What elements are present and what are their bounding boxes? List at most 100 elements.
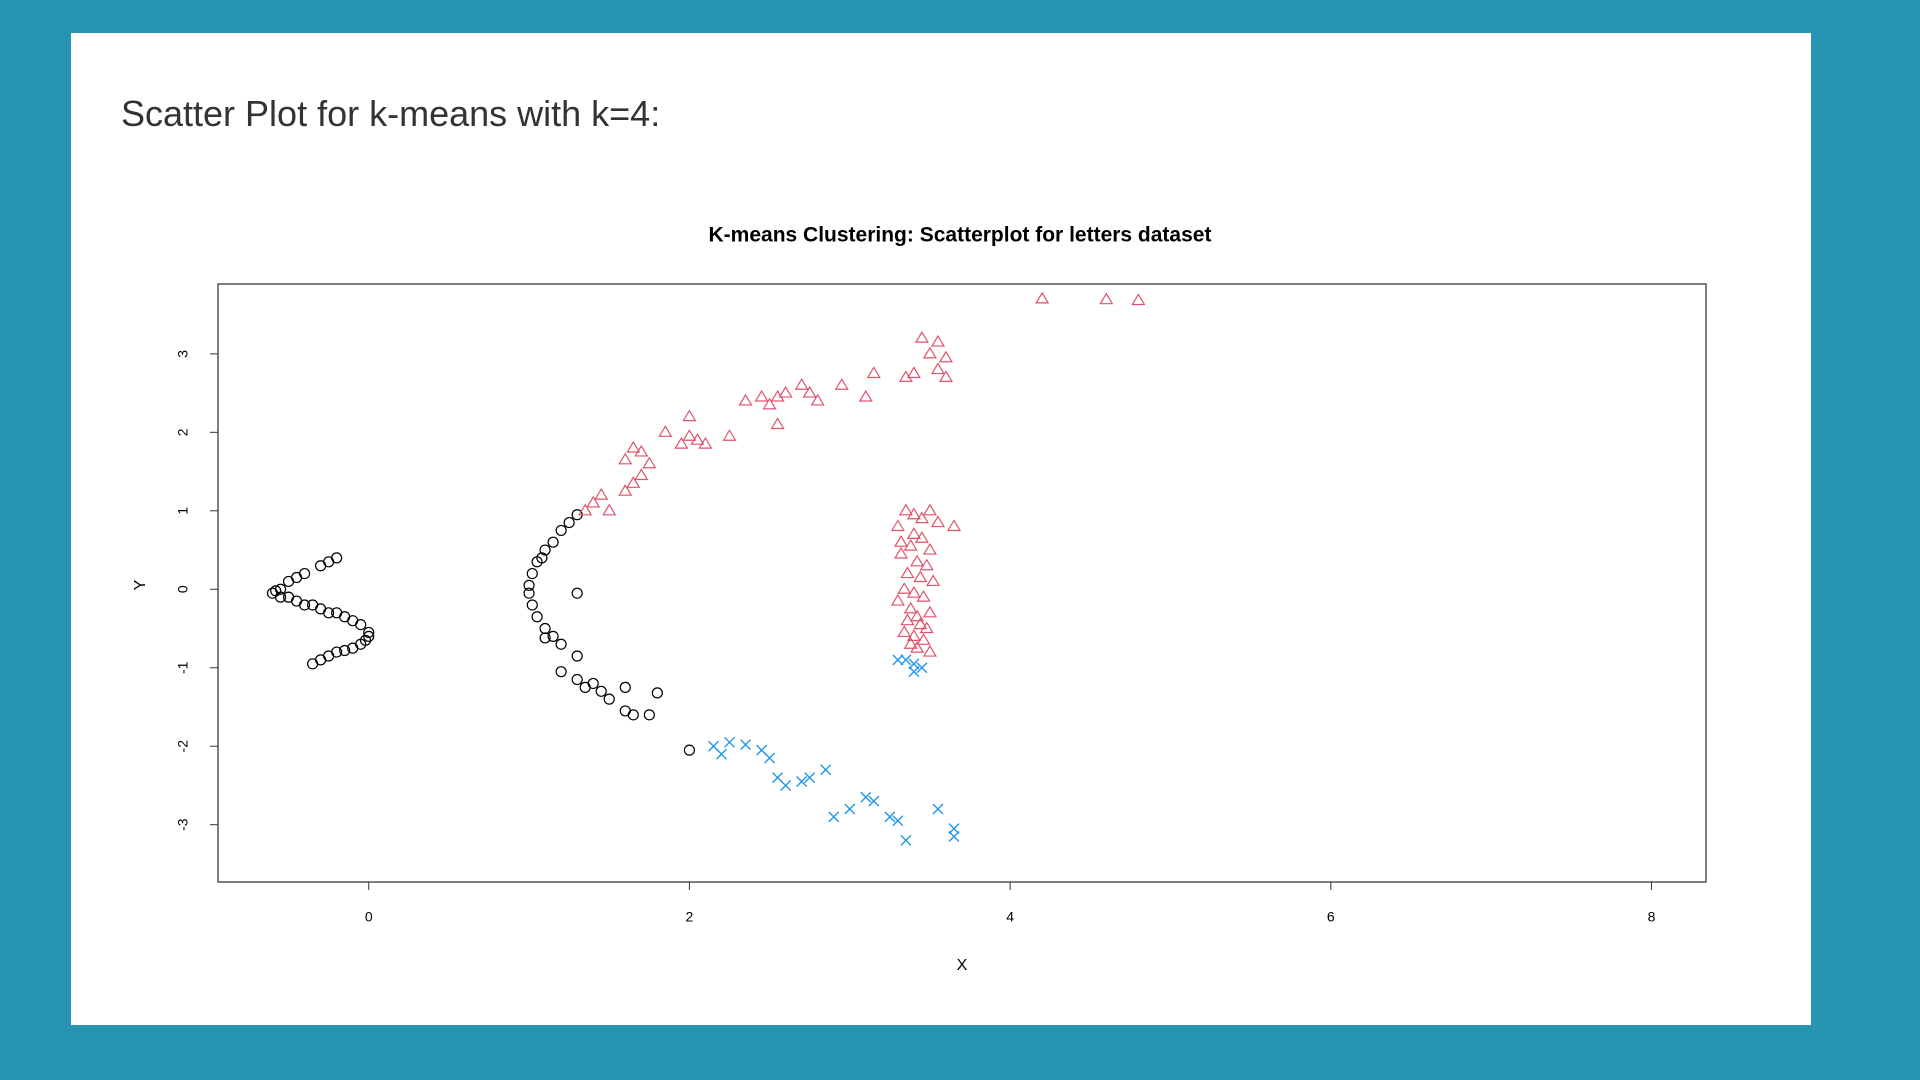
x-tick-label: 0 [365,909,373,925]
point [890,593,905,606]
point [754,389,769,402]
point [270,585,282,597]
chart-title: K-means Clustering: Scatterplot for lett… [709,224,1212,247]
point [922,503,937,516]
point [634,468,649,481]
point [919,621,934,634]
point [315,560,327,572]
point [894,546,909,559]
point [1131,293,1146,306]
x-tick-label: 6 [1327,909,1335,925]
point [910,609,925,622]
point [892,654,904,666]
point [922,644,937,657]
point [339,644,351,657]
point [802,385,817,398]
point [331,607,343,619]
point [740,739,752,751]
point [722,429,737,441]
point [715,748,727,760]
point [595,685,607,697]
point [563,516,575,529]
point [618,484,633,496]
point [536,552,548,564]
point [674,436,689,449]
point [282,591,295,603]
point [860,791,872,803]
point [539,622,551,635]
point [626,476,641,488]
point [683,744,696,756]
point [948,823,960,835]
point [932,803,944,815]
point [642,456,657,469]
point [906,507,921,520]
point [602,503,617,516]
point [307,658,319,670]
point [778,385,793,398]
point [922,605,937,618]
heading: Scatter Plot for k-means with k=4: [121,93,661,134]
point [603,693,615,705]
x-axis-label: X [957,957,968,974]
point [894,535,909,547]
point [908,666,920,678]
point [290,571,303,584]
point [900,613,915,626]
point [844,803,856,815]
point [1035,291,1050,304]
point [914,531,929,543]
point [906,629,921,641]
point [682,429,697,441]
point [913,570,928,583]
y-tick-label: -2 [175,740,191,753]
point [363,626,375,639]
point [916,589,931,602]
point [834,378,849,390]
point [892,815,904,827]
point [914,330,929,343]
point [866,366,881,379]
point [724,736,735,748]
x-tick-label: 4 [1006,909,1014,925]
y-tick-label: 3 [175,350,191,358]
point [946,519,962,532]
point [586,495,601,508]
point [794,378,809,390]
point [926,574,941,587]
x-tick-label: 8 [1648,909,1656,925]
point [619,681,631,693]
point [555,666,567,678]
point [890,519,905,532]
point [315,603,327,615]
point [363,630,375,642]
point [796,776,808,788]
point [900,834,912,846]
point [938,370,954,382]
point [820,764,832,776]
point [922,542,937,555]
point [526,567,538,580]
point [579,681,591,693]
point [910,640,925,653]
point [762,397,777,410]
point [900,566,915,579]
point [810,393,825,406]
point [547,630,559,642]
point [897,625,912,638]
point [908,658,920,670]
point [948,830,960,842]
y-tick-label: 0 [175,585,191,593]
point [938,350,954,363]
point [1099,292,1114,305]
point [555,638,567,650]
point [523,579,535,591]
point [618,452,633,465]
point [547,536,559,548]
point [906,366,921,379]
y-axis-label: Y [132,579,149,590]
plot-frame [217,283,1707,883]
point [903,601,918,614]
